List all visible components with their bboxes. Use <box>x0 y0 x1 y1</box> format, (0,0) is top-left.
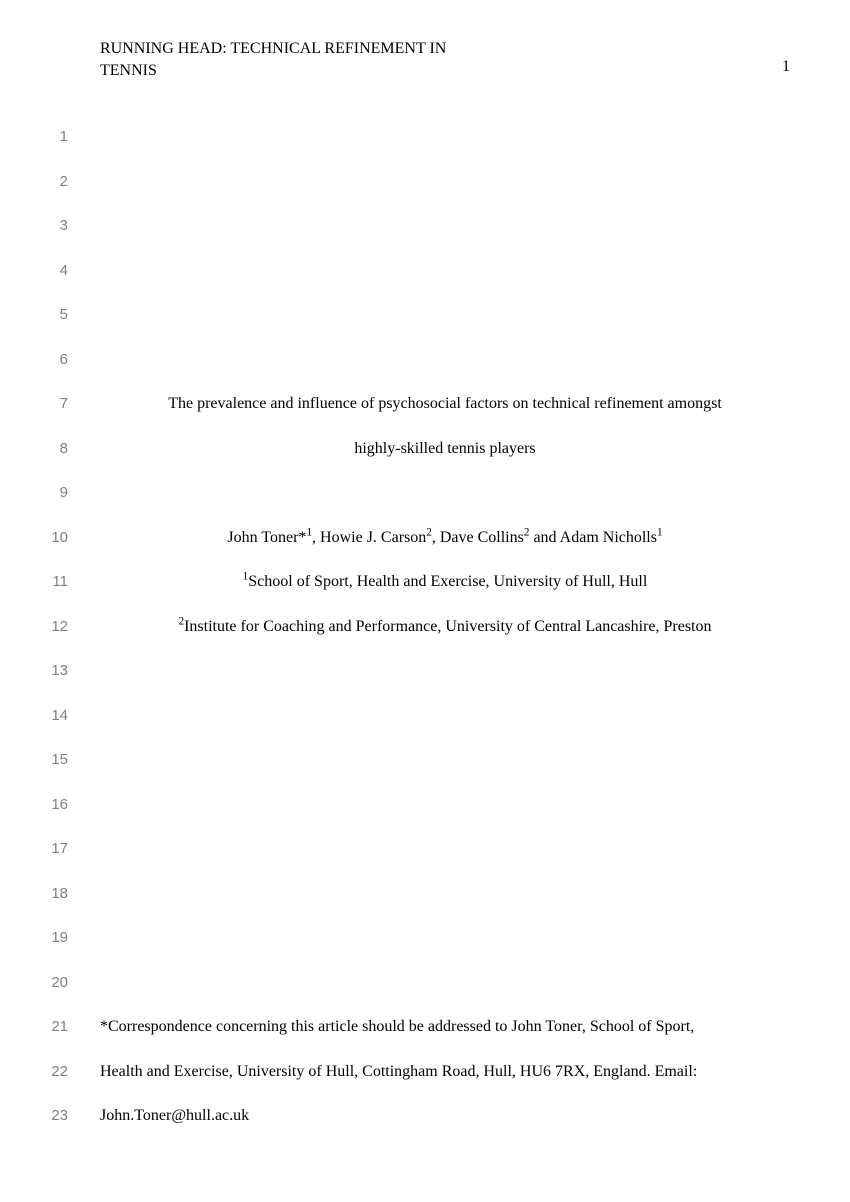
line-number: 12 <box>30 605 68 650</box>
line-text: 2Institute for Coaching and Performance,… <box>68 605 790 650</box>
manuscript-line: 13 <box>30 649 790 694</box>
manuscript-line: 20 <box>30 961 790 1006</box>
manuscript-line: 122Institute for Coaching and Performanc… <box>30 605 790 650</box>
line-number: 14 <box>30 694 68 739</box>
line-number: 4 <box>30 249 68 294</box>
manuscript-line: 17 <box>30 827 790 872</box>
line-number: 18 <box>30 872 68 917</box>
line-number: 7 <box>30 382 68 427</box>
manuscript-line: 4 <box>30 249 790 294</box>
manuscript-line: 8highly-skilled tennis players <box>30 427 790 472</box>
line-number: 15 <box>30 738 68 783</box>
manuscript-line: 19 <box>30 916 790 961</box>
manuscript-line: 111School of Sport, Health and Exercise,… <box>30 560 790 605</box>
line-number: 16 <box>30 783 68 828</box>
line-number: 5 <box>30 293 68 338</box>
line-text: John.Toner@hull.ac.uk <box>68 1094 790 1139</box>
manuscript-line: 6 <box>30 338 790 383</box>
manuscript-line: 23John.Toner@hull.ac.uk <box>30 1094 790 1139</box>
line-text: *Correspondence concerning this article … <box>68 1005 790 1050</box>
line-number: 1 <box>30 115 68 160</box>
running-head: RUNNING HEAD: TECHNICAL REFINEMENT IN TE… <box>100 38 500 83</box>
line-text: Health and Exercise, University of Hull,… <box>68 1050 790 1095</box>
manuscript-line: 7The prevalence and influence of psychos… <box>30 382 790 427</box>
line-number: 11 <box>30 560 68 605</box>
line-text: 1School of Sport, Health and Exercise, U… <box>68 560 790 605</box>
line-number: 19 <box>30 916 68 961</box>
page-number: 1 <box>782 38 790 76</box>
manuscript-line: 18 <box>30 872 790 917</box>
manuscript-line: 2 <box>30 160 790 205</box>
line-text: John Toner*1, Howie J. Carson2, Dave Col… <box>68 516 790 561</box>
manuscript-line: 22Health and Exercise, University of Hul… <box>30 1050 790 1095</box>
line-number: 2 <box>30 160 68 205</box>
manuscript-line: 5 <box>30 293 790 338</box>
manuscript-line: 1 <box>30 115 790 160</box>
line-number: 3 <box>30 204 68 249</box>
page-header: RUNNING HEAD: TECHNICAL REFINEMENT IN TE… <box>100 38 790 83</box>
line-number: 20 <box>30 961 68 1006</box>
line-text: The prevalence and influence of psychoso… <box>68 382 790 427</box>
line-number: 13 <box>30 649 68 694</box>
manuscript-line: 9 <box>30 471 790 516</box>
manuscript-line: 21*Correspondence concerning this articl… <box>30 1005 790 1050</box>
line-number: 10 <box>30 516 68 561</box>
manuscript-line: 15 <box>30 738 790 783</box>
manuscript-line: 10John Toner*1, Howie J. Carson2, Dave C… <box>30 516 790 561</box>
manuscript-line: 3 <box>30 204 790 249</box>
line-number: 8 <box>30 427 68 472</box>
line-number: 21 <box>30 1005 68 1050</box>
line-text: highly-skilled tennis players <box>68 427 790 472</box>
line-number: 22 <box>30 1050 68 1095</box>
line-number: 9 <box>30 471 68 516</box>
manuscript-line: 16 <box>30 783 790 828</box>
line-number: 6 <box>30 338 68 383</box>
line-number: 23 <box>30 1094 68 1139</box>
manuscript-line: 14 <box>30 694 790 739</box>
line-number: 17 <box>30 827 68 872</box>
manuscript-body: 1234567The prevalence and influence of p… <box>30 115 790 1139</box>
